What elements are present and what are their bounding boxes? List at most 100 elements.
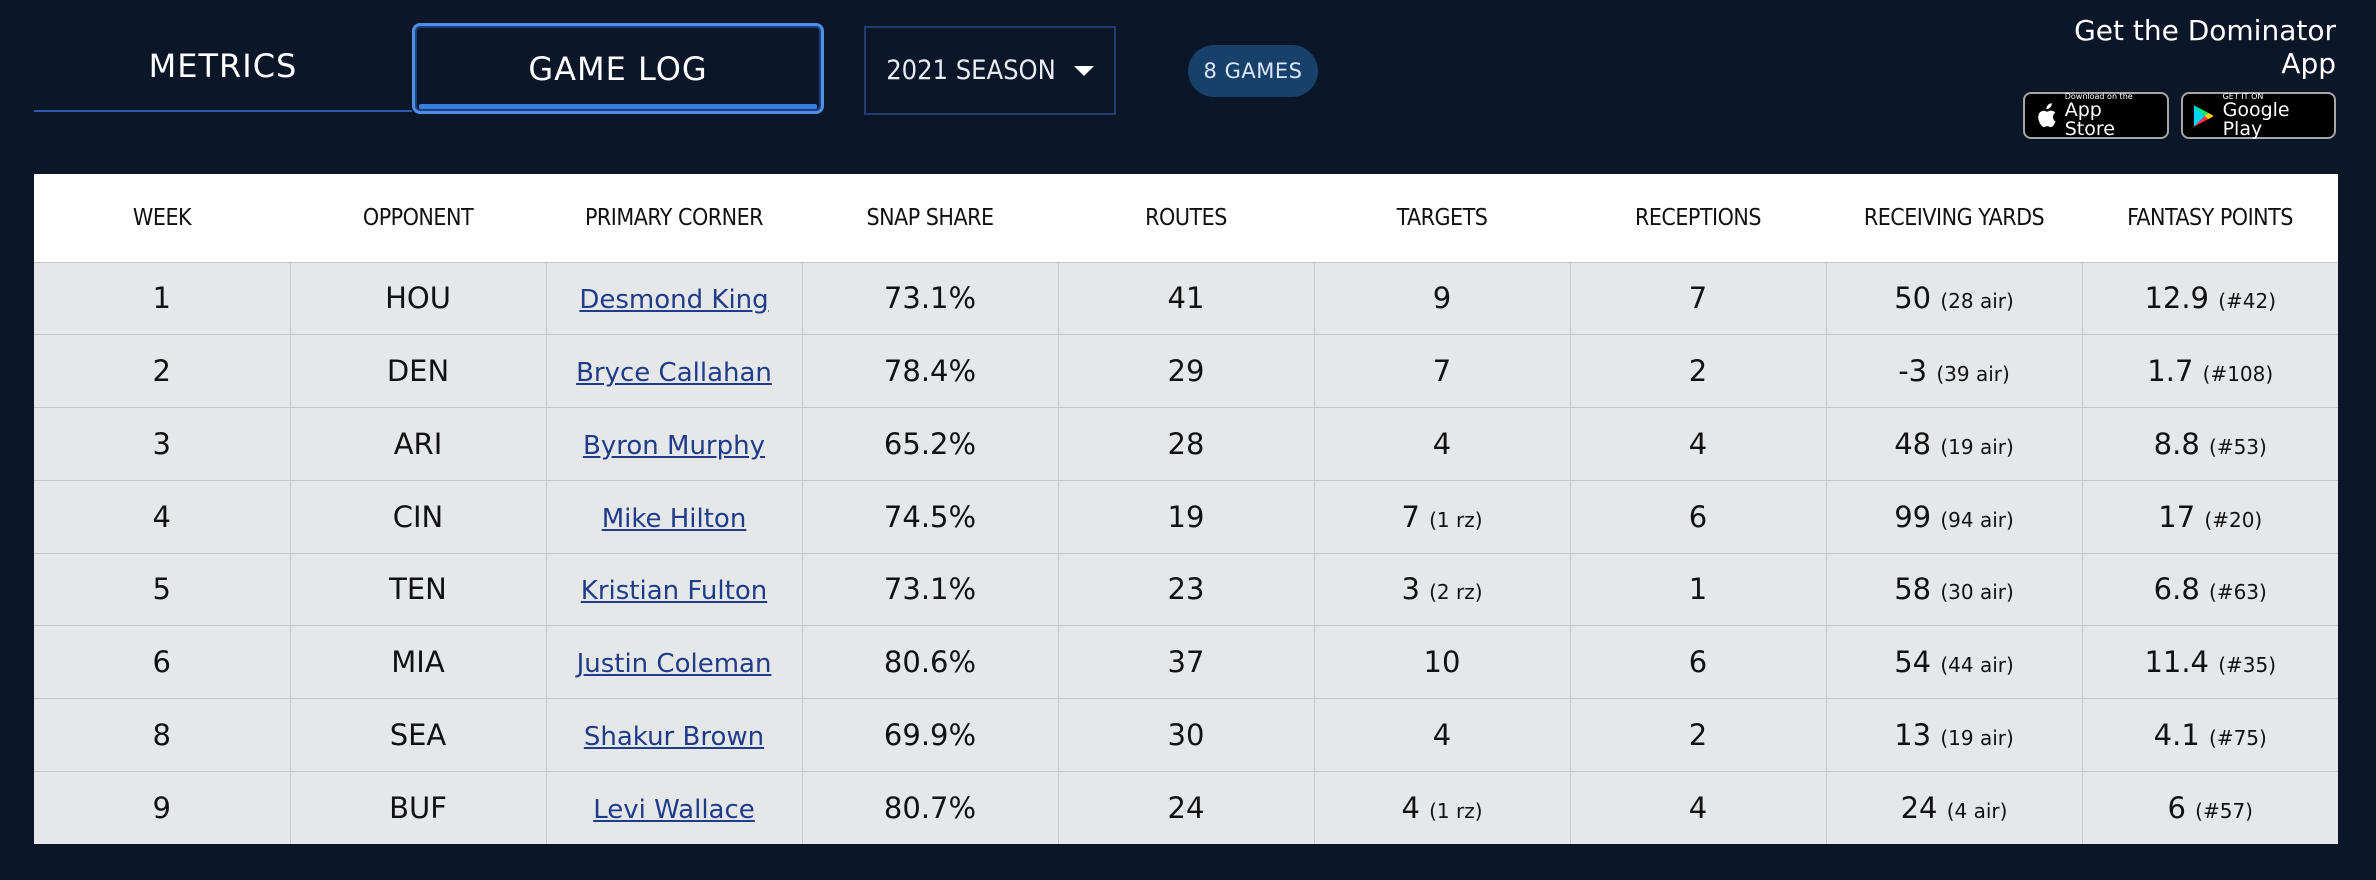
routes-value: 30	[1167, 717, 1205, 752]
cell-week: 1	[34, 261, 291, 336]
google-play-big-text: Google Play	[2222, 98, 2290, 140]
tab-metrics[interactable]: METRICS	[34, 22, 412, 112]
cell-fantasy-points: 11.4 (#35)	[2081, 625, 2338, 699]
opponent-value: HOU	[385, 281, 451, 316]
routes-value: 23	[1167, 572, 1205, 607]
google-play-small-text: GET IT ON	[2222, 91, 2264, 101]
fantasy-points-value: 8.8	[2153, 426, 2200, 461]
cell-primary-corner: Byron Murphy	[545, 407, 803, 481]
routes-value: 28	[1167, 426, 1205, 461]
week-value: 1	[152, 281, 171, 316]
primary-corner-link[interactable]: Levi Wallace	[593, 794, 755, 825]
table-row: 2 DEN Bryce Callahan 78.4% 29 7 2 -3 (39 air) 1…	[34, 334, 2338, 408]
top-bar: METRICS GAME LOG 2021 SEASON 8 GAMES Get…	[0, 0, 2376, 175]
games-count-badge: 8 GAMES	[1188, 45, 1318, 97]
cell-week: 3	[34, 407, 291, 481]
cell-primary-corner: Kristian Fulton	[545, 552, 803, 627]
targets-value: 7	[1401, 499, 1420, 534]
opponent-value: SEA	[389, 717, 447, 752]
snap-share-value: 80.6%	[883, 645, 977, 680]
primary-corner-link[interactable]: Justin Coleman	[576, 649, 772, 680]
cell-routes: 30	[1057, 698, 1315, 772]
receptions-value: 2	[1688, 354, 1708, 389]
receiving-yards-value: 99	[1894, 499, 1932, 534]
table-row: 9 BUF Levi Wallace 80.7% 24 4 (1 rz) 4 24 (4 ai…	[34, 770, 2338, 844]
cell-fantasy-points: 1.7 (#108)	[2081, 334, 2338, 408]
cell-receptions: 1	[1569, 552, 1827, 627]
cell-receiving-yards: 54 (44 air)	[1825, 625, 2083, 699]
header-targets[interactable]: TARGETS	[1396, 204, 1488, 231]
cell-week: 8	[34, 698, 291, 772]
primary-corner-link[interactable]: Bryce Callahan	[576, 358, 772, 389]
cell-targets: 4 (1 rz)	[1313, 770, 1571, 844]
primary-corner-link[interactable]: Kristian Fulton	[580, 576, 768, 607]
cell-receiving-yards: 13 (19 air)	[1825, 698, 2083, 772]
targets-value: 4	[1432, 426, 1452, 461]
primary-corner-link[interactable]: Byron Murphy	[583, 430, 765, 461]
air-yards: (39 air)	[1936, 362, 2010, 387]
routes-value: 29	[1167, 354, 1205, 389]
cell-snap-share: 65.2%	[801, 407, 1059, 481]
targets-redzone: (1 rz)	[1429, 798, 1483, 823]
cell-targets: 4	[1313, 698, 1571, 772]
snap-share-value: 78.4%	[883, 354, 977, 389]
week-value: 8	[152, 717, 171, 752]
receptions-value: 7	[1688, 281, 1708, 316]
header-fantasy-points[interactable]: FANTASY POINTS	[2127, 204, 2293, 231]
air-yards: (19 air)	[1940, 434, 2014, 459]
game-log-table: WEEK OPPONENT PRIMARY CORNER SNAP SHARE …	[34, 174, 2338, 844]
header-snap-share[interactable]: SNAP SHARE	[866, 204, 994, 231]
primary-corner-link[interactable]: Shakur Brown	[583, 721, 765, 752]
week-value: 2	[152, 354, 171, 389]
fantasy-rank: (#57)	[2195, 798, 2253, 823]
targets-value: 9	[1432, 281, 1452, 316]
table-header-row: WEEK OPPONENT PRIMARY CORNER SNAP SHARE …	[34, 174, 2338, 262]
cell-week: 2	[34, 334, 291, 408]
cell-primary-corner: Desmond King	[545, 261, 803, 336]
receptions-value: 6	[1688, 499, 1708, 534]
snap-share-value: 73.1%	[883, 572, 977, 607]
snap-share-value: 74.5%	[883, 499, 977, 534]
cell-routes: 37	[1057, 625, 1315, 699]
cell-routes: 29	[1057, 334, 1315, 408]
cell-primary-corner: Shakur Brown	[545, 698, 803, 772]
app-store-button[interactable]: Download on the App Store	[2023, 92, 2169, 139]
opponent-value: MIA	[391, 645, 445, 680]
header-week[interactable]: WEEK	[132, 204, 192, 231]
google-play-button[interactable]: GET IT ON Google Play	[2181, 92, 2336, 139]
week-value: 9	[152, 790, 171, 825]
cell-receiving-yards: 99 (94 air)	[1825, 479, 2083, 554]
tab-game-log[interactable]: GAME LOG	[412, 23, 824, 114]
cell-snap-share: 78.4%	[801, 334, 1059, 408]
fantasy-points-value: 11.4	[2144, 645, 2210, 680]
fantasy-rank: (#35)	[2218, 653, 2277, 678]
cell-week: 4	[34, 479, 291, 554]
cell-receptions: 2	[1569, 698, 1827, 772]
table-row: 4 CIN Mike Hilton 74.5% 19 7 (1 rz) 6 99 (94 ai…	[34, 479, 2338, 554]
cell-targets: 7	[1313, 334, 1571, 408]
cell-primary-corner: Levi Wallace	[545, 770, 803, 844]
snap-share-value: 80.7%	[883, 790, 977, 825]
header-receiving-yards[interactable]: RECEIVING YARDS	[1863, 204, 2045, 231]
fantasy-rank: (#63)	[2209, 580, 2267, 605]
cell-targets: 4	[1313, 407, 1571, 481]
table-row: 8 SEA Shakur Brown 69.9% 30 4 2 13 (19 air) 4.1…	[34, 698, 2338, 772]
receiving-yards-value: 48	[1894, 426, 1932, 461]
game-log-table-container: WEEK OPPONENT PRIMARY CORNER SNAP SHARE …	[34, 174, 2338, 844]
primary-corner-link[interactable]: Desmond King	[579, 285, 769, 316]
primary-corner-link[interactable]: Mike Hilton	[601, 503, 747, 534]
header-routes[interactable]: ROUTES	[1145, 204, 1227, 231]
header-receptions[interactable]: RECEPTIONS	[1634, 204, 1762, 231]
opponent-value: TEN	[389, 572, 447, 607]
header-opponent[interactable]: OPPONENT	[362, 204, 474, 231]
cell-receiving-yards: 58 (30 air)	[1825, 552, 2083, 627]
tab-game-log-label: GAME LOG	[528, 49, 708, 88]
header-primary-corner[interactable]: PRIMARY CORNER	[584, 204, 764, 231]
week-value: 5	[152, 572, 171, 607]
routes-value: 24	[1167, 790, 1205, 825]
fantasy-points-value: 6	[2167, 790, 2186, 825]
air-yards: (19 air)	[1940, 725, 2014, 750]
season-dropdown[interactable]: 2021 SEASON	[864, 26, 1116, 115]
cell-week: 6	[34, 625, 291, 699]
cell-snap-share: 80.6%	[801, 625, 1059, 699]
